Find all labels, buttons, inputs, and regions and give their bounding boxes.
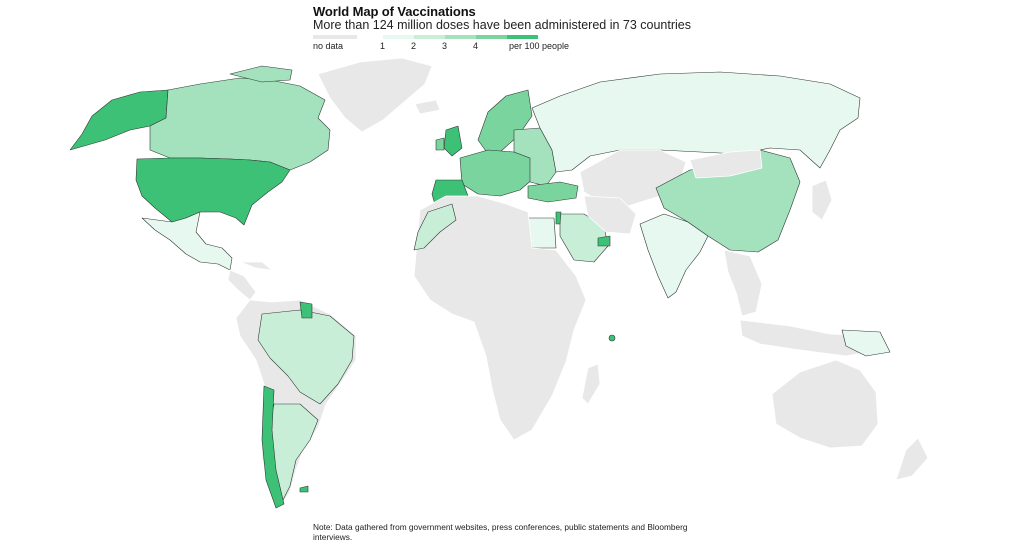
region-suriname[interactable] <box>299 301 313 319</box>
region-united-states[interactable] <box>135 157 291 226</box>
region-mexico[interactable] <box>141 211 233 271</box>
legend-unit-label: per 100 people <box>509 41 570 51</box>
region-new-guinea[interactable] <box>841 329 891 357</box>
region-turkey[interactable] <box>527 181 579 203</box>
region-new-zealand[interactable] <box>895 437 929 481</box>
region-central-america[interactable] <box>227 269 257 301</box>
region-cuba[interactable] <box>239 261 273 271</box>
legend-tick-3: 3 <box>442 41 448 51</box>
region-uk[interactable] <box>443 125 463 157</box>
legend-swatch-1-2 <box>414 35 445 39</box>
region-japan[interactable] <box>811 179 833 221</box>
region-india[interactable] <box>639 213 709 299</box>
legend-swatch-3-4 <box>476 35 507 39</box>
region-seychelles-island[interactable] <box>608 334 616 342</box>
region-greenland[interactable] <box>317 57 433 133</box>
legend-swatch-0-1 <box>383 35 414 39</box>
region-west-europe[interactable] <box>459 149 535 197</box>
region-egypt[interactable] <box>527 217 557 249</box>
world-map <box>69 57 929 509</box>
color-legend: no data 1 2 3 4 per 100 people <box>313 35 633 55</box>
region-ireland[interactable] <box>435 137 445 151</box>
region-brazil[interactable] <box>257 309 355 405</box>
region-chile[interactable] <box>261 385 285 509</box>
region-morocco[interactable] <box>413 203 457 251</box>
footnote: Note: Data gathered from government webs… <box>313 522 688 542</box>
chart-subtitle: More than 124 million doses have been ad… <box>313 18 692 32</box>
legend-tick-1: 1 <box>380 41 386 51</box>
region-israel[interactable] <box>555 211 562 225</box>
region-uae[interactable] <box>597 235 611 247</box>
legend-swatch-no-data <box>313 35 357 39</box>
region-madagascar[interactable] <box>581 363 601 405</box>
region-iceland[interactable] <box>414 99 441 115</box>
region-africa[interactable] <box>413 195 587 441</box>
legend-tick-4: 4 <box>473 41 479 51</box>
legend-swatch-4-plus <box>507 35 538 39</box>
region-southeast-asia[interactable] <box>723 249 763 317</box>
legend-label-no-data: no data <box>313 41 344 51</box>
region-canada[interactable] <box>149 77 331 171</box>
region-australia[interactable] <box>771 359 879 449</box>
region-russia[interactable] <box>531 71 861 173</box>
region-iran[interactable] <box>583 195 637 235</box>
region-falklands[interactable] <box>299 485 309 493</box>
region-saudi-arabia[interactable] <box>559 213 609 263</box>
region-mongolia[interactable] <box>689 149 763 179</box>
legend-swatch-2-3 <box>445 35 476 39</box>
legend-tick-2: 2 <box>411 41 417 51</box>
region-canada-arctic[interactable] <box>229 65 293 83</box>
chart-title: World Map of Vaccinations <box>313 4 476 19</box>
